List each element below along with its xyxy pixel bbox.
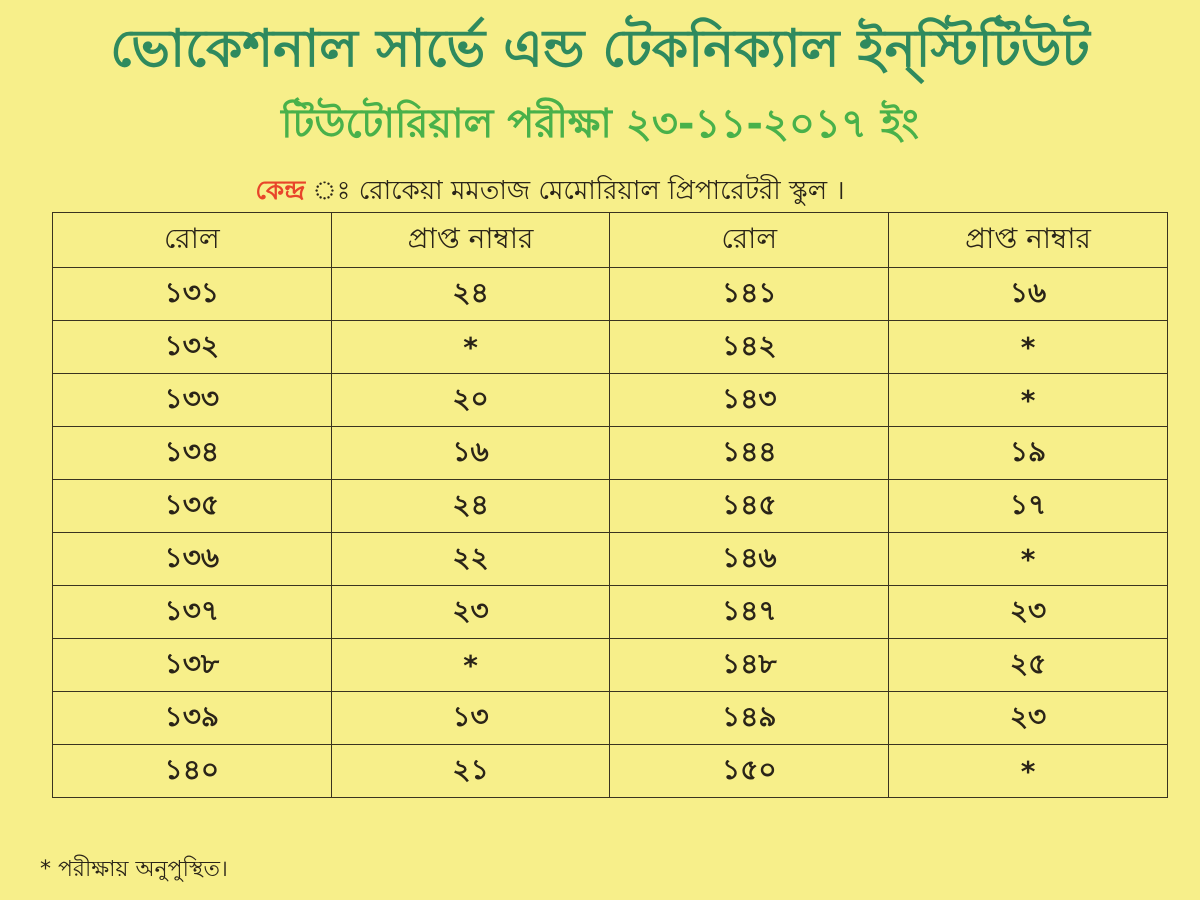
table-row: ১৩৯ ১৩ ১৪৯ ২৩ bbox=[52, 691, 1168, 745]
marks-cell: ১৯ bbox=[888, 426, 1168, 480]
roll-cell: ১৩৬ bbox=[52, 532, 332, 586]
marks-cell: ২৫ bbox=[888, 638, 1168, 692]
marks-cell: * bbox=[330, 320, 611, 374]
roll-cell: ১৫০ bbox=[609, 744, 890, 798]
roll-cell: ১৪২ bbox=[609, 320, 890, 374]
marks-cell: ২২ bbox=[330, 532, 611, 586]
table-row: ১৪০ ২১ ১৫০ * bbox=[52, 744, 1168, 798]
footnote: * পরীক্ষায় অনুপুস্থিত। bbox=[40, 857, 228, 882]
center-label: কেন্দ্র bbox=[255, 176, 306, 206]
column-header-roll: রোল bbox=[52, 212, 332, 268]
exam-subtitle: টিউটোরিয়াল পরীক্ষা ২৩-১১-২০১৭ ইং bbox=[281, 101, 919, 147]
table-row: ১৩২ * ১৪২ * bbox=[52, 320, 1168, 374]
table-row: ১৩১ ২৪ ১৪১ ১৬ bbox=[52, 267, 1168, 321]
marks-cell: * bbox=[330, 638, 611, 692]
roll-cell: ১৪৯ bbox=[609, 691, 890, 745]
marks-cell: * bbox=[888, 532, 1168, 586]
marks-cell: ২১ bbox=[330, 744, 611, 798]
column-header-marks: প্রাপ্ত নাম্বার bbox=[888, 212, 1168, 268]
table-row: ১৩৩ ২০ ১৪৩ * bbox=[52, 373, 1168, 427]
marks-cell: ১৬ bbox=[330, 426, 611, 480]
marks-cell: ১৩ bbox=[330, 691, 611, 745]
column-header-marks: প্রাপ্ত নাম্বার bbox=[330, 212, 611, 268]
roll-cell: ১৪৮ bbox=[609, 638, 890, 692]
table-row: ১৩৭ ২৩ ১৪৭ ২৩ bbox=[52, 585, 1168, 639]
marks-cell: ১৭ bbox=[888, 479, 1168, 533]
exam-center: কেন্দ্র ঃ রোকেয়া মমতাজ মেমোরিয়াল প্রিপ… bbox=[0, 170, 1100, 214]
roll-cell: ১৪৩ bbox=[609, 373, 890, 427]
roll-cell: ১৩৫ bbox=[52, 479, 332, 533]
table-row: ১৩৬ ২২ ১৪৬ * bbox=[52, 532, 1168, 586]
marks-cell: ২৪ bbox=[330, 479, 611, 533]
table-row: ১৩৮ * ১৪৮ ২৫ bbox=[52, 638, 1168, 692]
roll-cell: ১৪৭ bbox=[609, 585, 890, 639]
roll-cell: ১৩৯ bbox=[52, 691, 332, 745]
center-separator: ঃ bbox=[305, 176, 359, 206]
roll-cell: ১৪৫ bbox=[609, 479, 890, 533]
center-value: রোকেয়া মমতাজ মেমোরিয়াল প্রিপারেটরী স্ক… bbox=[358, 176, 845, 206]
marks-cell: ২৩ bbox=[330, 585, 611, 639]
roll-cell: ১৪৬ bbox=[609, 532, 890, 586]
roll-cell: ১৩২ bbox=[52, 320, 332, 374]
marks-cell: * bbox=[888, 320, 1168, 374]
table-row: ১৩৪ ১৬ ১৪৪ ১৯ bbox=[52, 426, 1168, 480]
table-header-row: রোল প্রাপ্ত নাম্বার রোল প্রাপ্ত নাম্বার bbox=[52, 212, 1168, 268]
column-header-roll: রোল bbox=[609, 212, 890, 268]
results-table: রোল প্রাপ্ত নাম্বার রোল প্রাপ্ত নাম্বার ১৩১… bbox=[52, 212, 1168, 798]
marks-cell: * bbox=[888, 373, 1168, 427]
marks-cell: ১৬ bbox=[888, 267, 1168, 321]
roll-cell: ১৪০ bbox=[52, 744, 332, 798]
roll-cell: ১৩৭ bbox=[52, 585, 332, 639]
roll-cell: ১৪১ bbox=[609, 267, 890, 321]
marks-cell: * bbox=[888, 744, 1168, 798]
roll-cell: ১৩৩ bbox=[52, 373, 332, 427]
roll-cell: ১৪৪ bbox=[609, 426, 890, 480]
roll-cell: ১৩৪ bbox=[52, 426, 332, 480]
marks-cell: ২০ bbox=[330, 373, 611, 427]
roll-cell: ১৩৮ bbox=[52, 638, 332, 692]
institute-title: ভোকেশনাল সার্ভে এন্ড টেকনিক্যাল ইন্‌স্টি… bbox=[110, 19, 1090, 79]
marks-cell: ২৩ bbox=[888, 691, 1168, 745]
marks-cell: ২৪ bbox=[330, 267, 611, 321]
table-row: ১৩৫ ২৪ ১৪৫ ১৭ bbox=[52, 479, 1168, 533]
roll-cell: ১৩১ bbox=[52, 267, 332, 321]
marks-cell: ২৩ bbox=[888, 585, 1168, 639]
